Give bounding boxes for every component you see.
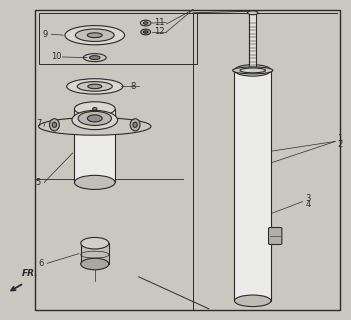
Ellipse shape <box>233 67 273 74</box>
Ellipse shape <box>93 108 97 110</box>
Ellipse shape <box>247 11 258 15</box>
Ellipse shape <box>81 258 109 270</box>
Text: 7: 7 <box>36 119 41 128</box>
Ellipse shape <box>52 122 57 127</box>
Ellipse shape <box>81 237 109 249</box>
Ellipse shape <box>65 26 125 45</box>
Text: 5: 5 <box>35 178 40 187</box>
Ellipse shape <box>90 56 100 60</box>
Bar <box>74 109 115 182</box>
Ellipse shape <box>234 65 271 76</box>
Ellipse shape <box>74 102 115 116</box>
Ellipse shape <box>74 175 115 189</box>
Ellipse shape <box>240 68 265 73</box>
FancyBboxPatch shape <box>269 228 282 244</box>
Text: 11: 11 <box>154 18 165 27</box>
Text: 12: 12 <box>154 28 165 36</box>
Text: 9: 9 <box>42 30 47 39</box>
Ellipse shape <box>75 29 114 41</box>
Text: 10: 10 <box>51 52 61 61</box>
Ellipse shape <box>87 115 102 122</box>
Ellipse shape <box>133 122 137 127</box>
Bar <box>35 10 340 310</box>
Ellipse shape <box>130 119 140 131</box>
Ellipse shape <box>67 79 123 94</box>
Ellipse shape <box>87 33 102 37</box>
Ellipse shape <box>39 117 151 135</box>
Text: 4: 4 <box>306 200 311 209</box>
Text: FR.: FR. <box>22 269 38 278</box>
Ellipse shape <box>144 22 148 24</box>
Bar <box>249 13 256 70</box>
Ellipse shape <box>77 82 112 91</box>
Ellipse shape <box>88 84 102 89</box>
Ellipse shape <box>49 119 59 131</box>
Ellipse shape <box>144 31 148 33</box>
Ellipse shape <box>140 20 151 26</box>
Text: 3: 3 <box>305 194 311 203</box>
Text: 8: 8 <box>130 82 135 91</box>
Bar <box>234 70 271 301</box>
Bar <box>81 243 109 264</box>
Text: 1: 1 <box>337 134 342 143</box>
Ellipse shape <box>141 29 151 35</box>
Ellipse shape <box>78 111 112 125</box>
Text: 2: 2 <box>337 140 342 149</box>
Bar <box>39 13 197 64</box>
Ellipse shape <box>84 53 106 61</box>
Ellipse shape <box>234 295 271 307</box>
Text: 6: 6 <box>38 259 44 268</box>
Ellipse shape <box>72 110 118 130</box>
